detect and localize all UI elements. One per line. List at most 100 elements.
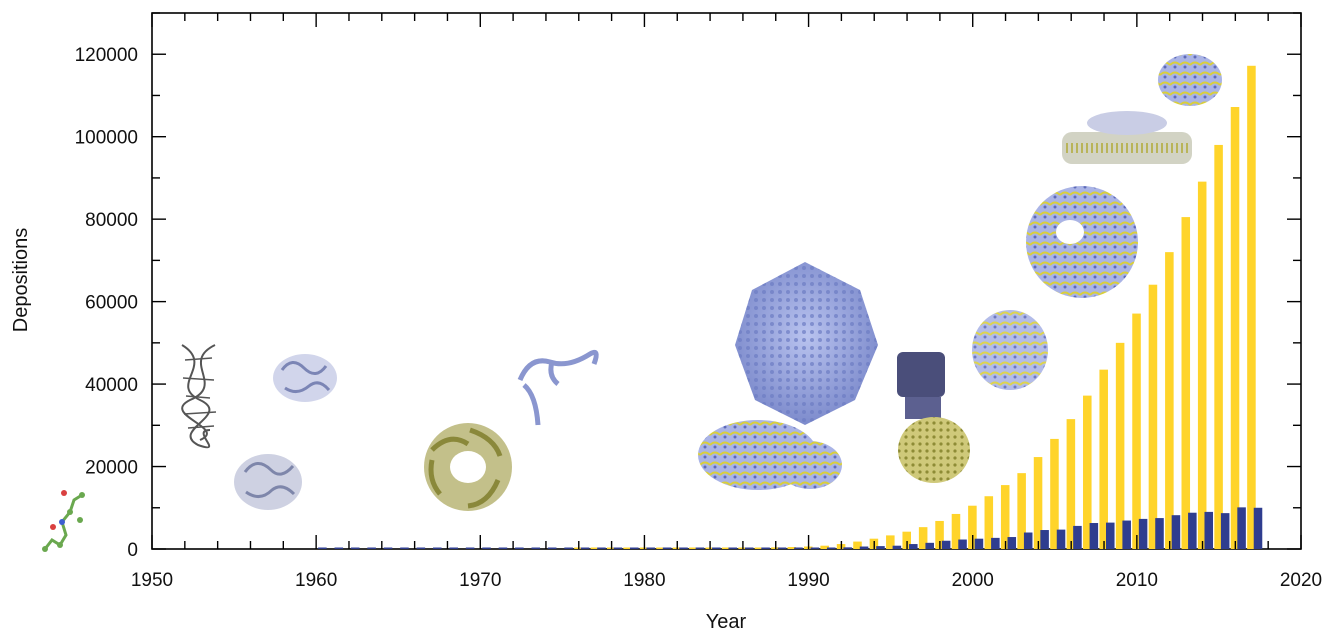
bar-annual-2017: [1253, 507, 1263, 549]
bar-annual-1979: [629, 547, 639, 549]
molecule-small-image: [42, 490, 85, 552]
bar-total-2003: [1017, 473, 1026, 549]
bar-annual-1962: [350, 547, 360, 549]
bar-total-2002: [1000, 485, 1010, 549]
bar-annual-1980: [646, 547, 655, 549]
x-tick-label-2000: 2000: [952, 570, 994, 591]
bar-annual-1983: [695, 547, 705, 549]
bar-annual-2001: [991, 537, 1000, 549]
bar-annual-1964: [383, 547, 393, 549]
bar-annual-1966: [416, 547, 426, 549]
bar-annual-1990: [810, 547, 820, 549]
ribosome-complex-image: [698, 420, 842, 490]
bar-total-2008: [1099, 369, 1108, 549]
bar-total-2010: [1132, 313, 1141, 549]
bar-annual-2009: [1122, 520, 1131, 549]
bar-annual-2015: [1220, 513, 1230, 549]
bar-annual-1993: [859, 546, 869, 549]
bar-total-2007: [1083, 395, 1092, 549]
dna-helix-image: [181, 344, 217, 449]
bar-total-2006: [1066, 419, 1076, 549]
x-tick-label-1960: 1960: [295, 570, 337, 591]
y-axis-title: Depositions: [10, 228, 32, 333]
bar-annual-2000: [974, 538, 984, 549]
bar-annual-1982: [679, 547, 688, 549]
bar-annual-1960: [318, 547, 327, 549]
bar-annual-1961: [334, 547, 344, 549]
x-tick-label-2020: 2020: [1280, 570, 1322, 591]
top-protein-image: [1158, 54, 1222, 106]
bar-total-1977: [590, 547, 600, 549]
bar-total-1989: [787, 547, 797, 549]
bar-annual-2002: [1007, 537, 1017, 549]
bar-annual-2016: [1237, 507, 1246, 549]
channel-stack-image: [897, 352, 970, 483]
bar-annual-1969: [465, 547, 475, 549]
bar-annual-2012: [1171, 515, 1181, 549]
bar-annual-2010: [1138, 518, 1148, 549]
bar-total-2000: [968, 505, 977, 549]
bar-annual-1975: [564, 547, 573, 549]
y-tick-label-20000: 20000: [85, 458, 138, 479]
x-tick-label-1990: 1990: [787, 570, 829, 591]
bar-annual-1967: [433, 547, 442, 549]
bar-total-1979: [623, 547, 632, 549]
bar-annual-1991: [826, 547, 836, 549]
bar-total-1981: [656, 547, 665, 549]
x-tick-label-1980: 1980: [623, 570, 665, 591]
bar-annual-1994: [876, 546, 885, 549]
bar-total-1983: [689, 547, 698, 549]
bar-annual-1986: [744, 547, 754, 549]
bar-annual-2007: [1089, 523, 1099, 549]
bar-annual-1992: [843, 547, 852, 549]
bar-annual-1977: [597, 547, 606, 549]
bar-annual-1984: [712, 547, 721, 549]
y-tick-label-80000: 80000: [85, 210, 138, 231]
protein-ring-image: [424, 423, 512, 511]
bar-annual-1987: [761, 547, 770, 549]
bar-annual-1995: [892, 545, 902, 549]
bar-total-1996: [902, 531, 911, 549]
bar-total-1998: [935, 520, 944, 549]
bar-annual-2006: [1073, 525, 1082, 549]
bar-total-1985: [721, 547, 731, 549]
protein-globule-1-image: [273, 354, 337, 402]
bar-total-2017: [1247, 65, 1256, 549]
bar-total-2001: [984, 496, 994, 549]
bar-total-1991: [820, 545, 829, 549]
bar-annual-1971: [498, 547, 508, 549]
bar-annual-2011: [1155, 518, 1164, 549]
bars-layer: [318, 65, 1263, 549]
membrane-bilayer-complex-image: [1062, 111, 1192, 164]
bar-total-2004: [1033, 457, 1043, 549]
bar-annual-2013: [1188, 512, 1197, 549]
bar-total-2013: [1181, 217, 1191, 549]
x-tick-label-1970: 1970: [459, 570, 501, 591]
bar-total-2005: [1050, 438, 1059, 549]
x-tick-label-1950: 1950: [131, 570, 173, 591]
bar-annual-1978: [613, 547, 623, 549]
x-axis-title: Year: [706, 611, 747, 633]
structure-images: [42, 54, 1222, 552]
y-tick-label-100000: 100000: [75, 128, 138, 149]
bar-total-1995: [886, 535, 895, 549]
bar-annual-1999: [958, 539, 967, 549]
bar-total-1997: [918, 527, 928, 549]
bar-annual-1970: [482, 547, 491, 549]
bar-total-2011: [1148, 284, 1158, 549]
bar-total-1999: [951, 513, 961, 549]
bar-annual-1988: [777, 547, 787, 549]
bar-annual-2008: [1106, 522, 1115, 549]
bar-annual-1981: [662, 547, 672, 549]
bar-total-2009: [1115, 342, 1125, 549]
bar-annual-1973: [531, 547, 541, 549]
bar-annual-2004: [1040, 530, 1049, 549]
y-tick-label-0: 0: [127, 540, 138, 561]
bar-annual-1998: [941, 540, 951, 549]
bar-total-1987: [754, 547, 764, 549]
bar-total-2016: [1230, 107, 1240, 549]
bar-total-2014: [1197, 181, 1207, 549]
y-tick-label-60000: 60000: [85, 293, 138, 314]
bar-annual-2005: [1056, 529, 1066, 549]
